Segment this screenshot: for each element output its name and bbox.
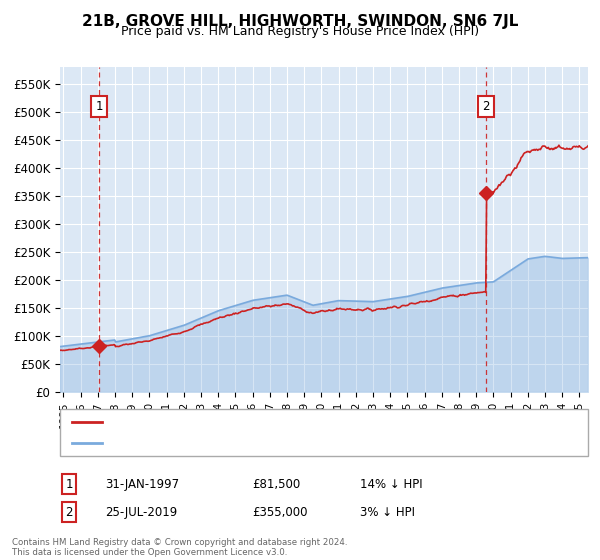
Text: 25-JUL-2019: 25-JUL-2019 <box>105 506 177 519</box>
Text: 1: 1 <box>95 100 103 113</box>
Text: 31-JAN-1997: 31-JAN-1997 <box>105 478 179 491</box>
Text: Contains HM Land Registry data © Crown copyright and database right 2024.
This d: Contains HM Land Registry data © Crown c… <box>12 538 347 557</box>
Text: 1: 1 <box>65 478 73 491</box>
Text: 2: 2 <box>65 506 73 519</box>
Text: 2: 2 <box>482 100 490 113</box>
Text: £355,000: £355,000 <box>252 506 308 519</box>
Text: 3% ↓ HPI: 3% ↓ HPI <box>360 506 415 519</box>
Text: 21B, GROVE HILL, HIGHWORTH, SWINDON, SN6 7JL: 21B, GROVE HILL, HIGHWORTH, SWINDON, SN6… <box>82 14 518 29</box>
Text: 21B, GROVE HILL, HIGHWORTH, SWINDON, SN6 7JL (detached house): 21B, GROVE HILL, HIGHWORTH, SWINDON, SN6… <box>108 417 488 427</box>
Text: £81,500: £81,500 <box>252 478 300 491</box>
Text: Price paid vs. HM Land Registry's House Price Index (HPI): Price paid vs. HM Land Registry's House … <box>121 25 479 38</box>
Text: 14% ↓ HPI: 14% ↓ HPI <box>360 478 422 491</box>
Text: HPI: Average price, detached house, Swindon: HPI: Average price, detached house, Swin… <box>108 438 357 448</box>
